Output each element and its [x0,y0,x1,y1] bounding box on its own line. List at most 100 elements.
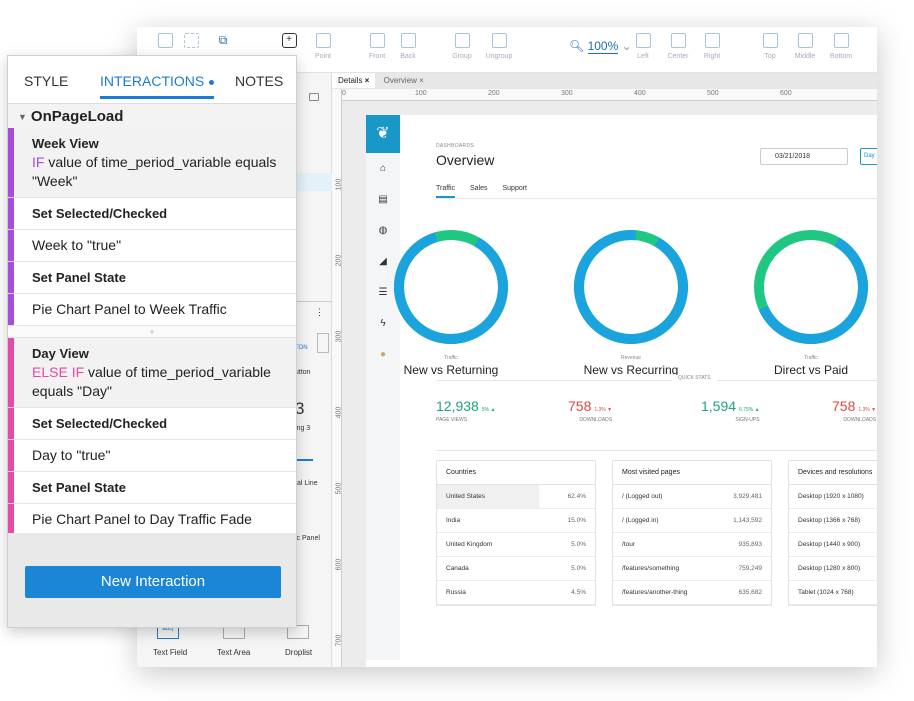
day-button[interactable]: Day [860,148,877,165]
stat-change: 6.75% ▲ [739,407,760,413]
select-icon[interactable] [171,33,211,48]
action-block[interactable]: Set Selected/Checked [8,408,296,440]
panel-footer: New Interaction [8,533,296,627]
middle-button[interactable]: Middle [785,33,825,60]
case-color-bar [8,230,14,261]
ruler-tick: 300 [335,330,343,343]
globe-icon[interactable]: ◍ [378,225,388,236]
toolbar-label: Point [315,53,331,60]
document-icon[interactable]: ▤ [378,194,388,205]
table-header: Most visited pages [613,461,771,485]
row-label: /features/another-thing [622,589,688,596]
tab-support[interactable]: Support [502,185,528,192]
top-button[interactable]: Top [750,33,790,60]
toolbar-label: Front [368,53,386,60]
table-row[interactable]: / (Logged in) 1,143,592 [613,509,771,533]
ruler-tick: 500 [707,90,719,97]
tab-overview[interactable]: Overview × [383,76,424,85]
add-action-icon[interactable]: + [8,326,296,338]
more-icon[interactable]: ⋮ [315,307,324,317]
back-icon [400,33,416,48]
ruler-tick: 100 [415,90,427,97]
case-name: Week View [32,136,99,151]
leaf-logo-icon[interactable]: ❦ [366,115,400,153]
stat-label: DOWNLOADS [843,417,877,423]
action-detail[interactable]: Pie Chart Panel to Week Traffic [8,294,296,326]
action-block[interactable]: Set Panel State [8,472,296,504]
table-row[interactable]: /features/another-thing 635,682 [613,581,771,605]
dashboard-page: ❦ ⌂ ▤ ◍ ◢ ☰ ϟ ● DASHBOARDS Overview 03/2… [366,115,877,667]
widget-icon[interactable] [145,33,185,48]
case-color-bar [8,472,14,503]
stat-value: 12,938 [436,398,479,414]
table-row[interactable]: / (Logged out) 3,929,481 [613,485,771,509]
tab-interactions[interactable]: INTERACTIONS [100,73,215,99]
table-row[interactable]: Desktop (1280 x 800) [789,557,877,581]
action-block[interactable]: Set Panel State [8,262,296,294]
point-button[interactable]: Point [303,33,343,60]
action-block[interactable]: Set Selected/Checked [8,198,296,230]
tab-notes[interactable]: NOTES [235,73,284,89]
library-item-droplist[interactable]: Droplist [285,648,313,657]
dashboard-nav: ❦ ⌂ ▤ ◍ ◢ ☰ ϟ ● [366,115,400,660]
toolbar-label: Middle [794,53,816,60]
table-row[interactable]: Tablet (1024 x 768) [789,581,877,605]
table-row[interactable]: Russia 4.5% [437,581,595,605]
home-icon[interactable]: ⌂ [379,163,387,174]
bottom-button[interactable]: Bottom [821,33,861,60]
toolbar-label: Left [637,53,649,60]
chart-icon[interactable]: ◢ [379,256,387,267]
partial-label: 3 [295,399,305,418]
table-row[interactable]: India 15.0% [437,509,595,533]
tab-sales[interactable]: Sales [470,185,488,192]
lightning-icon[interactable]: ϟ [380,318,386,329]
ruler-tick: 0 [342,90,346,97]
flow-icon[interactable]: ⧉ [218,33,228,47]
ungroup-button[interactable]: Ungroup [479,33,519,60]
list-icon[interactable]: ☰ [378,287,388,298]
event-header[interactable]: ▼ OnPageLoad [8,104,296,128]
zoom-control[interactable]: 🔍︎ 100% ⌄ [569,39,632,54]
library-item-text-field[interactable]: Text Field [153,648,188,657]
center-button[interactable]: Center [658,33,698,60]
add-icon[interactable]: + [269,33,309,48]
right-button[interactable]: Right [692,33,732,60]
table-row[interactable]: Canada 5.0% [437,557,595,581]
library-item-text-area[interactable]: Text Area [217,648,251,657]
quick-stat: 1,594 6.75% ▲ SIGN-UPS [701,398,760,423]
stepper[interactable] [317,333,329,353]
tab-details[interactable]: Details × [332,73,376,88]
table-row[interactable]: Desktop (1440 x 900) [789,533,877,557]
group-button[interactable]: Group [442,33,482,60]
case-condition-text: value of time_period_variable equals "Da… [32,364,271,399]
new-interaction-button[interactable]: New Interaction [25,566,281,598]
ruler-tick: 200 [335,254,343,267]
case-block[interactable]: Day View ELSE IF value of time_period_var… [8,338,296,408]
table-row[interactable]: United States 62.4% [437,485,595,509]
front-button[interactable]: Front [357,33,397,60]
case-color-bar [8,198,14,229]
table-row[interactable]: /tour 935,893 [613,533,771,557]
action-detail[interactable]: Day to "true" [8,440,296,472]
case-block[interactable]: Week View IF value of time_period_variabl… [8,128,296,198]
partial-label: ic Panel [295,535,320,542]
row-label: /tour [622,541,636,548]
folder-icon[interactable] [309,93,319,101]
design-canvas[interactable]: Details × Overview × 0 100 200 300 400 500 600… [332,73,877,667]
droplist-icon[interactable] [287,625,309,639]
tab-traffic[interactable]: Traffic [436,185,456,198]
date-picker[interactable]: 03/21/2018 [760,148,848,165]
action-detail[interactable]: Week to "true" [8,230,296,262]
toolbar-label: Top [764,53,776,60]
back-button[interactable]: Back [388,33,428,60]
table-row[interactable]: United Kingdom 5.0% [437,533,595,557]
table-row[interactable]: Desktop (1920 x 1080) [789,485,877,509]
avatar[interactable]: ● [379,349,387,360]
case-color-bar [8,338,14,407]
case-keyword: IF [32,154,45,170]
left-button[interactable]: Left [623,33,663,60]
tab-style[interactable]: STYLE [24,73,69,89]
table-row[interactable]: Desktop (1366 x 768) [789,509,877,533]
donut-label: Traffic New vs Returning [371,355,531,377]
table-row[interactable]: /features/something 759,249 [613,557,771,581]
